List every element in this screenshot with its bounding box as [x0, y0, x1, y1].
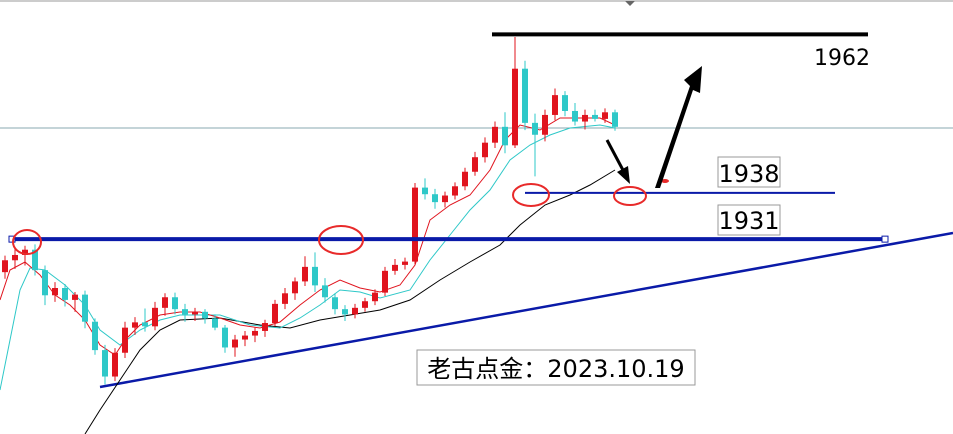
dot: [661, 179, 669, 183]
candle-body: [402, 261, 408, 265]
candle-body: [232, 339, 238, 348]
candle-body: [452, 186, 458, 196]
candle-body: [552, 95, 558, 115]
level-label: 1962: [814, 46, 870, 71]
candle-body: [592, 114, 598, 119]
candle-body: [332, 297, 338, 310]
marker: [625, 1, 635, 6]
candle-body: [92, 321, 98, 351]
candle-body: [352, 307, 358, 315]
candle-body: [472, 157, 478, 172]
candle-body: [292, 281, 298, 294]
candle-body: [362, 301, 368, 308]
candle-body: [602, 112, 608, 119]
candle-body: [102, 350, 108, 377]
candle-body: [492, 126, 498, 143]
circle: [12, 229, 42, 255]
arrow-head: [617, 166, 630, 184]
candle-body: [612, 112, 618, 127]
candle-body: [212, 318, 218, 328]
trend-line: [99, 231, 953, 389]
candle-body: [2, 260, 8, 273]
level-label: 1931: [718, 207, 779, 235]
candle-body: [532, 122, 538, 135]
candle-body: [62, 288, 68, 300]
candle-body: [42, 270, 48, 296]
candle-body: [242, 335, 248, 340]
ma-long: [84, 169, 616, 434]
circle: [318, 225, 364, 255]
handle: [8, 235, 16, 243]
candle-body: [172, 297, 178, 310]
handle: [881, 235, 889, 243]
arrow-up: [655, 66, 702, 188]
level-label: 1938: [718, 160, 779, 188]
candle-body: [512, 68, 518, 146]
candle-body: [522, 68, 528, 123]
candle-body: [272, 303, 278, 324]
circle: [512, 183, 550, 207]
candle-body: [32, 249, 38, 271]
label-box: [717, 204, 781, 236]
candle-body: [122, 327, 128, 353]
candle-body: [162, 297, 168, 308]
candle-body: [82, 294, 88, 322]
candle-body: [192, 311, 198, 315]
ma-short: [0, 117, 616, 356]
candle-body: [312, 266, 318, 286]
label-box: [717, 156, 781, 188]
candle-body: [302, 266, 308, 282]
candle-body: [52, 288, 58, 296]
annotation: 老古点金：2023.10.19: [427, 355, 684, 383]
candle-body: [112, 352, 118, 377]
candle-body: [582, 114, 588, 122]
candle-body: [22, 249, 28, 255]
candle-body: [442, 195, 448, 203]
candle-body: [142, 322, 148, 327]
circle: [613, 186, 647, 206]
candle-body: [202, 311, 208, 319]
candle-body: [422, 187, 428, 195]
label-box: [416, 349, 696, 386]
candle-body: [372, 292, 378, 302]
candle-body: [482, 142, 488, 158]
candle-body: [222, 327, 228, 348]
arrow-down: [605, 139, 626, 173]
candle-body: [322, 285, 328, 298]
candle-body: [502, 126, 508, 146]
candle-body: [72, 294, 78, 300]
candle-body: [542, 114, 548, 135]
levels: [8, 32, 889, 243]
candle-body: [342, 309, 348, 315]
candles: [2, 36, 618, 385]
candle-body: [392, 264, 398, 271]
candle-body: [562, 95, 568, 111]
candle-body: [412, 187, 418, 262]
candle-body: [152, 307, 158, 327]
candle-body: [262, 323, 268, 331]
candle-body: [12, 254, 18, 261]
candle-body: [252, 330, 258, 336]
candle-body: [282, 293, 288, 304]
candle-body: [432, 194, 438, 203]
candle-body: [132, 322, 138, 328]
candle-body: [182, 309, 188, 315]
candle-body: [462, 171, 468, 187]
candle-body: [572, 110, 578, 122]
candle-body: [382, 270, 388, 293]
